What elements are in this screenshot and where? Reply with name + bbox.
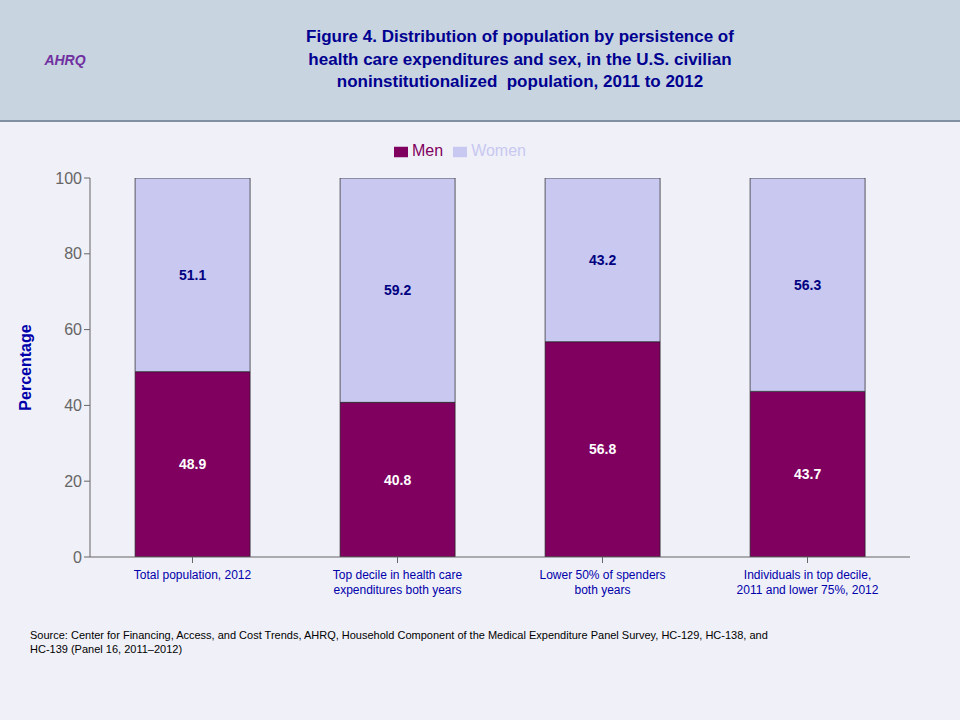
html-text:Women: Women <box>471 142 526 159</box>
html-text:Figure 4. Distribution of popu: Figure 4. Distribution of population by … <box>306 26 734 92</box>
svg-text:100: 100 <box>55 170 82 187</box>
html-text:Men: Men <box>412 142 444 159</box>
svg-text:Individuals in top decile,2011: Individuals in top decile,2011 and lower… <box>737 568 879 597</box>
svg-text:Percentage: Percentage <box>17 324 34 410</box>
svg-text:Total population, 2012: Total population, 2012 <box>134 568 252 582</box>
svg-text:56.3: 56.3 <box>794 277 821 293</box>
svg-text:80: 80 <box>64 245 82 262</box>
svg-text:40: 40 <box>64 397 82 414</box>
svg-text:59.2: 59.2 <box>384 282 411 298</box>
svg-text:Top decile in health careexpen: Top decile in health careexpenditures bo… <box>333 568 463 597</box>
svg-text:40.8: 40.8 <box>384 472 411 488</box>
svg-text:56.8: 56.8 <box>589 441 616 457</box>
html-text:Source: Center for Financing,: Source: Center for Financing, Access, an… <box>30 629 768 656</box>
svg-text:48.9: 48.9 <box>179 456 206 472</box>
svg-text:51.1: 51.1 <box>179 267 206 283</box>
html-text:AHRQ: AHRQ <box>44 52 86 68</box>
svg-text:43.7: 43.7 <box>794 466 821 482</box>
svg-text:Lower 50% of spendersboth year: Lower 50% of spendersboth years <box>539 568 665 597</box>
svg-text:43.2: 43.2 <box>589 252 616 268</box>
svg-text:60: 60 <box>64 321 82 338</box>
svg-text:20: 20 <box>64 473 82 490</box>
svg-text:0: 0 <box>73 549 82 566</box>
